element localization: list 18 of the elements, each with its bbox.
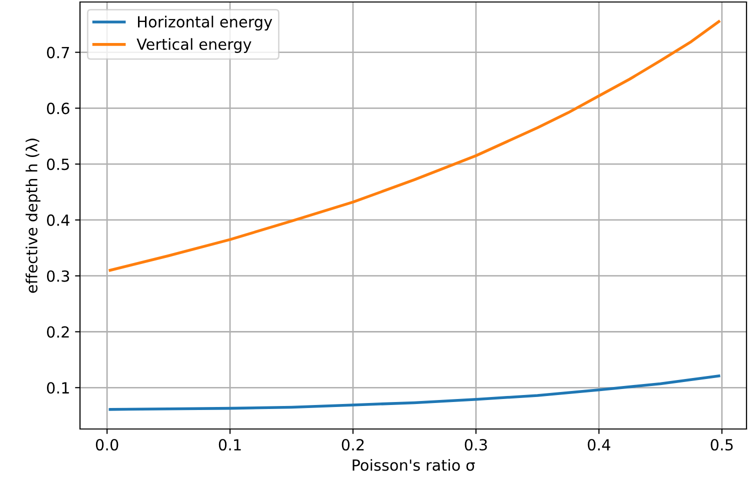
x-tick-label: 0.5 — [710, 438, 733, 451]
y-tick-label: 0.7 — [46, 46, 69, 58]
y-tick-label: 0.5 — [46, 158, 69, 170]
x-tick-label: 0.2 — [342, 438, 364, 451]
legend-label: Vertical energy — [136, 38, 252, 53]
y-tick-label: 0.6 — [46, 102, 70, 114]
y-axis-title: effective depth h (λ) — [26, 138, 40, 293]
x-tick-label: 0.3 — [464, 438, 487, 451]
x-tick-label: 0.4 — [588, 438, 610, 451]
legend-label: Horizontal energy — [138, 16, 272, 31]
y-tick-label: 0.1 — [46, 382, 69, 394]
line-series — [108, 374, 720, 411]
x-axis-title: Poisson's ratio σ — [352, 459, 475, 471]
x-tick-label: 0.1 — [218, 438, 241, 451]
y-tick-label: 0.4 — [46, 214, 70, 226]
y-tick-label: 0.3 — [46, 270, 70, 282]
x-tick-label: 0.0 — [96, 438, 118, 451]
y-tick-label: 0.2 — [46, 326, 69, 338]
